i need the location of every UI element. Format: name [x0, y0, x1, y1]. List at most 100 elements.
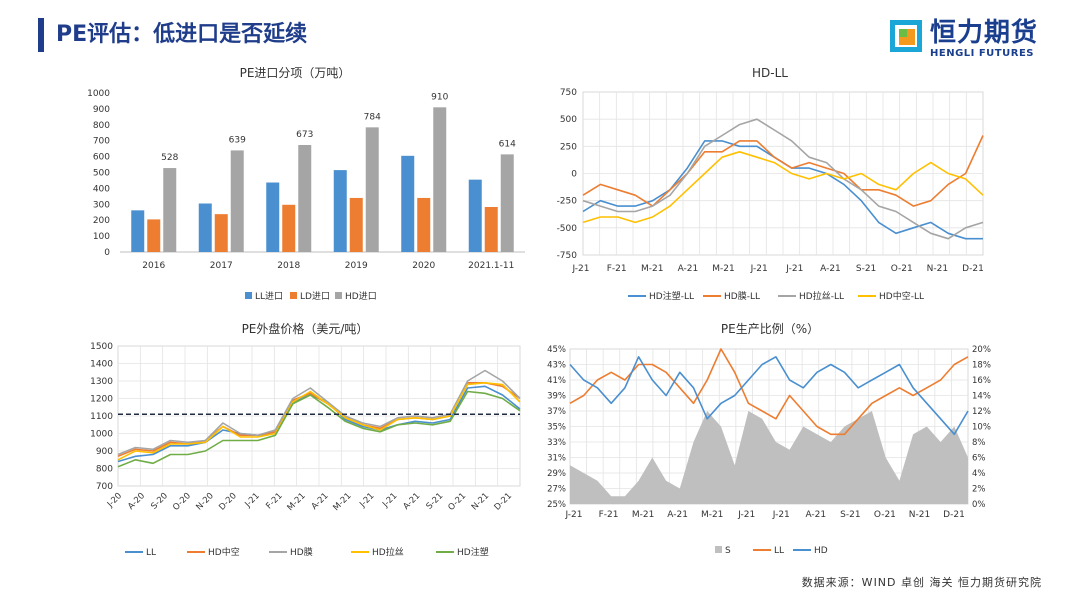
y-tick-label: 500	[560, 115, 577, 125]
y-left-tick-label: 37%	[547, 407, 566, 417]
x-tick-label: 2016	[142, 261, 165, 271]
series-line-HD膜-LL	[582, 135, 984, 207]
y-right-tick-label: 12%	[972, 407, 991, 417]
legend-label: S	[725, 546, 731, 556]
x-tick-label: J-21	[380, 491, 399, 510]
x-tick-label: M-21	[701, 510, 723, 520]
y-tick-label: -500	[557, 224, 578, 234]
x-tick-label: O-21	[891, 264, 913, 274]
hd-ll-line-chart: HD-LL 750 500 250 0 -250 -500 -750 J-21 F-21 M-21…	[557, 66, 984, 302]
y-tick-label: 1100	[90, 412, 113, 422]
x-tick-label: 2017	[210, 261, 233, 271]
x-tick-label: N-21	[470, 491, 491, 512]
y-left-tick-label: 45%	[547, 345, 566, 355]
series-line-HD注塑	[117, 390, 521, 468]
y-tick-label: 900	[96, 447, 113, 457]
series-line-HD膜	[117, 369, 521, 456]
y-tick-label: 1500	[90, 342, 113, 352]
x-tick-label: J-21	[564, 510, 582, 520]
logo-mark-icon	[890, 20, 922, 52]
y-right-tick-label: 8%	[972, 438, 986, 448]
y-right-tick-label: 6%	[972, 454, 986, 464]
x-tick-label: J-20	[105, 491, 124, 510]
bar-LL进口	[333, 170, 347, 252]
y-tick-label: 700	[96, 482, 113, 492]
bar-LL进口	[266, 182, 280, 252]
x-tick-label: A-21	[310, 491, 331, 512]
pe-production-ratio-chart: PE生产比例（%） 45% 43% 41% 39% 37% 35% 33% 31% 29% 27%…	[547, 322, 991, 556]
y-left-tick-label: 33%	[547, 438, 566, 448]
x-tick-label: S-21	[840, 510, 860, 520]
logo-text-en: HENGLI FUTURES	[930, 48, 1034, 59]
x-tick-label: O-20	[171, 491, 193, 513]
x-tick-label: M-21	[331, 491, 353, 513]
y-tick-label: 300	[93, 200, 110, 210]
y-left-tick-label: 25%	[547, 500, 566, 510]
y-left-tick-label: 39%	[547, 392, 566, 402]
data-source-note: 数据来源：WIND 卓创 海关 恒力期货研究院	[801, 576, 1042, 589]
legend-label: HD膜-LL	[724, 291, 760, 302]
x-tick-label: J-21	[750, 264, 768, 274]
y-tick-label: 0	[571, 170, 577, 180]
line-plot-area: 750 500 250 0 -250 -500 -750 J-21 F-21 M-21 A-21 M-…	[557, 88, 984, 302]
x-tick-label: S-20	[149, 491, 170, 512]
x-tick-label: S-21	[425, 491, 446, 512]
bar-plot-area: 0 100 200 300 400 500 600 700 800 900 1000 2016 528 2…	[87, 89, 525, 302]
x-tick-label: J-21	[737, 510, 755, 520]
series-line-HD拉丝-LL	[582, 118, 984, 240]
y-tick-label: 500	[93, 169, 110, 179]
y-tick-label: 200	[93, 216, 110, 226]
data-label: 639	[229, 135, 246, 145]
data-label: 528	[161, 153, 178, 163]
y-right-tick-label: 4%	[972, 469, 986, 479]
legend-label: HD中空	[208, 546, 240, 558]
data-label: 614	[499, 139, 516, 149]
y-right-tick-label: 16%	[972, 376, 991, 386]
legend-label: HD注塑-LL	[649, 290, 694, 302]
bar-HD进口	[163, 168, 177, 252]
legend-swatch	[335, 292, 342, 299]
y-right-tick-label: 2%	[972, 485, 986, 495]
y-tick-label: 250	[560, 142, 577, 152]
x-tick-label: 2021.1-11	[468, 261, 514, 271]
x-tick-label: 2018	[277, 261, 300, 271]
bar-LD进口	[147, 219, 161, 252]
bar-HD进口	[298, 144, 312, 252]
y-tick-label: 100	[93, 232, 110, 242]
chart-title: PE外盘价格（美元/吨）	[242, 321, 369, 336]
x-tick-label: F-21	[599, 510, 619, 520]
pe-price-line-chart: PE外盘价格（美元/吨） 1500 1400 1300 1200 1100 1000 900…	[90, 321, 521, 558]
bar-LD进口	[282, 204, 296, 252]
y-left-tick-label: 41%	[547, 376, 566, 386]
y-tick-label: 750	[560, 88, 577, 98]
x-tick-label: J-21	[243, 491, 262, 510]
x-tick-label: D-20	[217, 491, 239, 513]
x-tick-label: J-21	[772, 510, 790, 520]
x-tick-label: A-21	[805, 510, 826, 520]
y-tick-label: 700	[93, 137, 110, 147]
x-tick-label: A-21	[667, 510, 688, 520]
y-right-tick-label: 18%	[972, 361, 991, 371]
x-tick-label: A-21	[678, 264, 699, 274]
y-tick-label: 1000	[90, 430, 113, 440]
x-tick-label: O-21	[446, 491, 468, 513]
bar-HD进口	[365, 127, 379, 252]
bar-LL进口	[468, 179, 482, 252]
x-tick-label: 2019	[345, 261, 368, 271]
legend-label: LD进口	[300, 291, 330, 302]
data-label: 673	[296, 130, 313, 140]
x-tick-label: A-21	[820, 264, 841, 274]
x-tick-label: M-21	[632, 510, 654, 520]
logo-text-cn: 恒力期货	[930, 18, 1039, 48]
legend-label: HD拉丝	[372, 546, 404, 558]
x-tick-label: A-20	[126, 491, 147, 512]
legend-swatch	[245, 292, 252, 299]
legend-label: LL	[146, 548, 156, 558]
x-tick-label: S-21	[856, 264, 876, 274]
y-tick-label: 1400	[90, 360, 113, 370]
y-right-tick-label: 20%	[972, 345, 991, 355]
y-tick-label: 600	[93, 153, 110, 163]
legend-label: LL	[774, 546, 784, 556]
chart-title: PE进口分项（万吨）	[240, 66, 351, 80]
x-tick-label: F-21	[607, 264, 627, 274]
